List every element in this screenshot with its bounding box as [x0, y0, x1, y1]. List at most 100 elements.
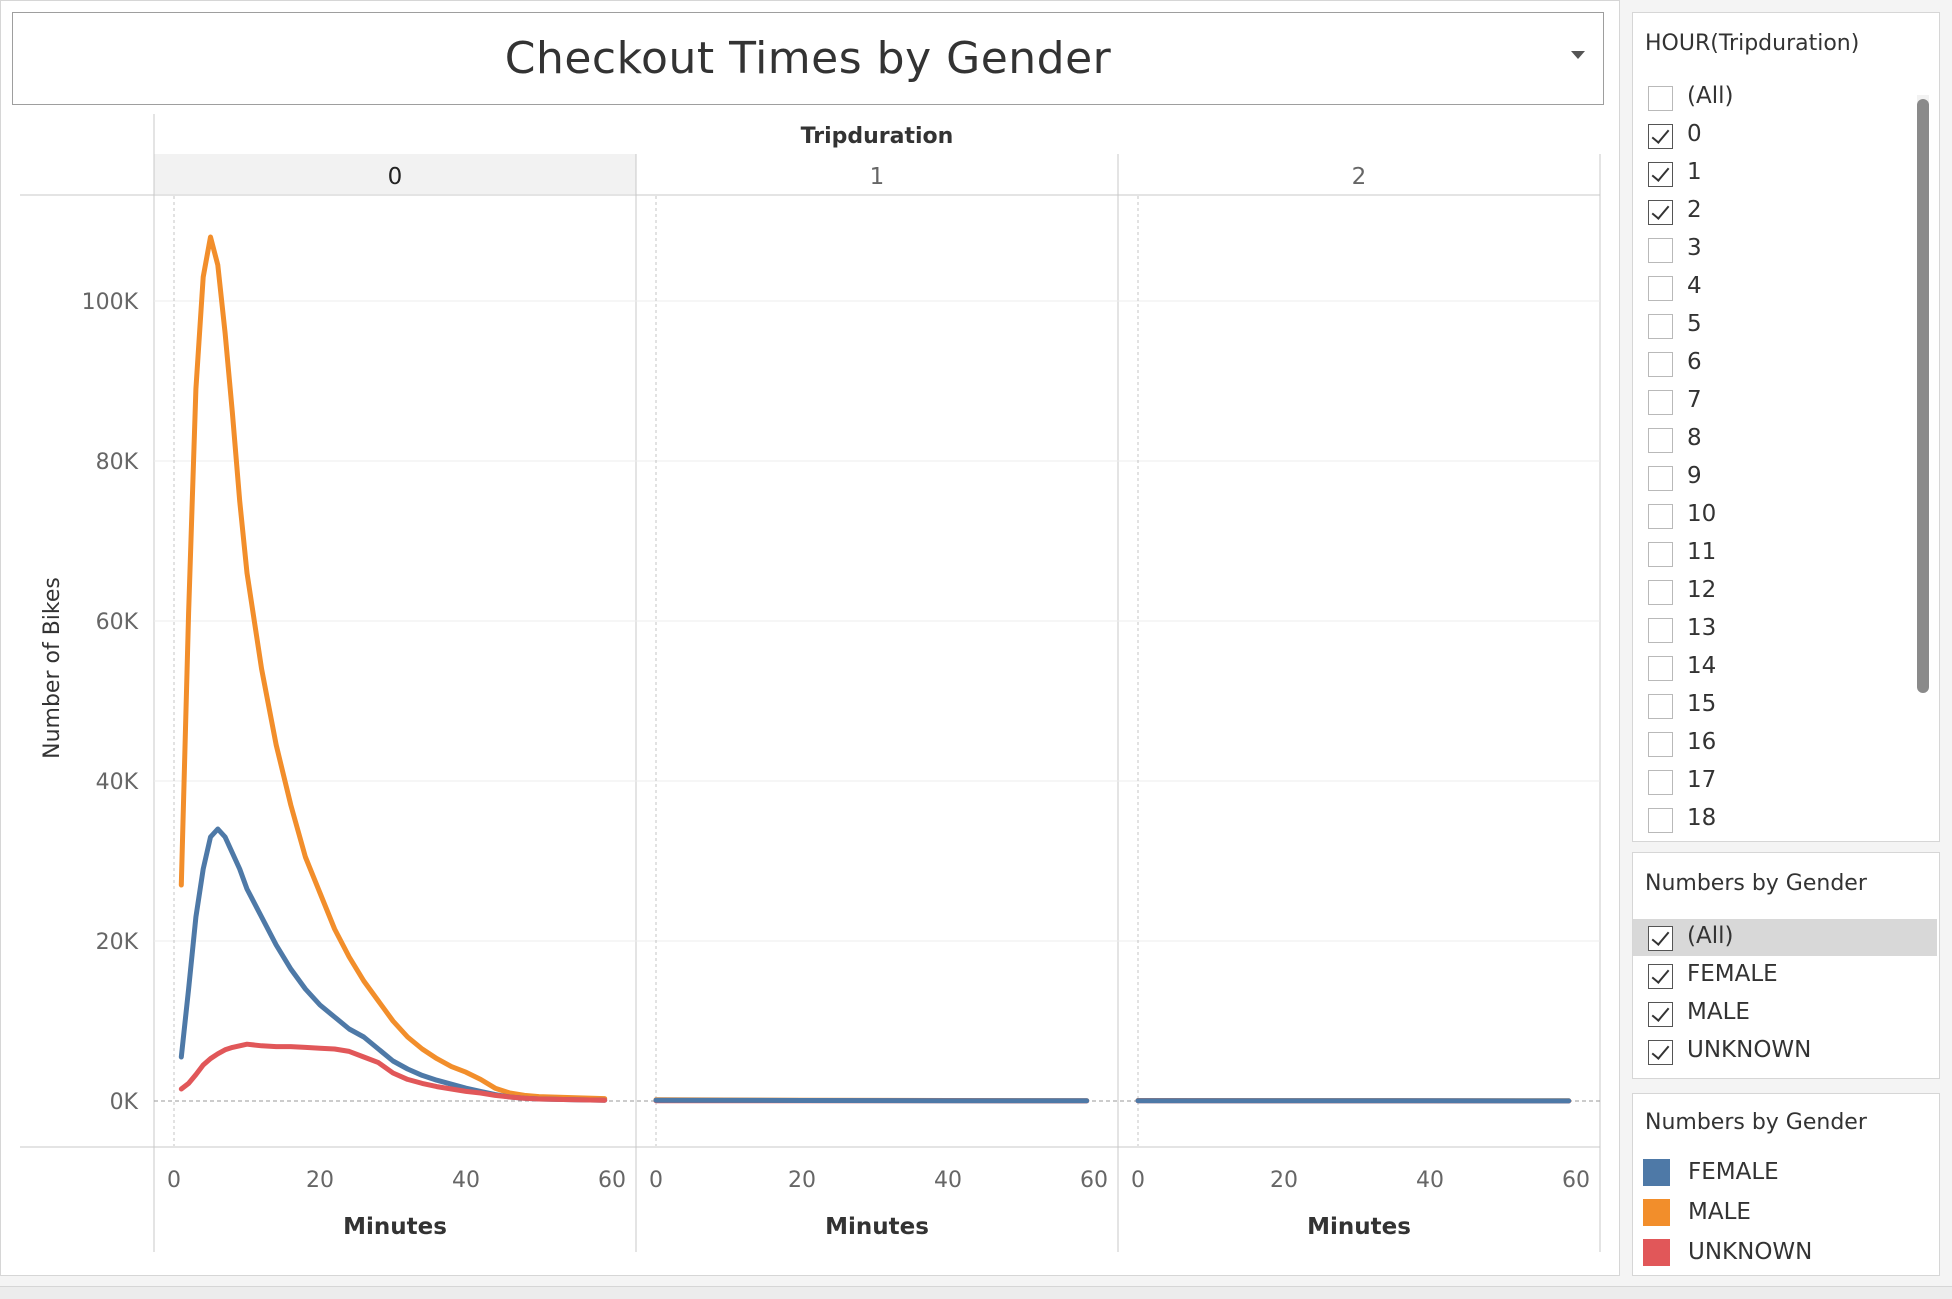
x-tick-label: 40 — [452, 1168, 480, 1193]
gender-filter-checkbox[interactable] — [1648, 926, 1673, 951]
gender-filter-option-label: MALE — [1687, 999, 1750, 1025]
hour-filter-option-label: 11 — [1687, 539, 1716, 565]
y-tick-label: 80K — [96, 450, 139, 475]
x-axis-label: Minutes — [1307, 1214, 1411, 1240]
hour-filter-option-label: 6 — [1687, 349, 1702, 375]
hour-filter-option-label: 18 — [1687, 805, 1716, 831]
column-header-label: Tripduration — [801, 124, 954, 149]
series-line-male-panel-0 — [181, 237, 604, 1099]
x-tick-label: 60 — [598, 1168, 626, 1193]
hour-filter-checkbox[interactable] — [1648, 86, 1673, 111]
hour-filter-option[interactable]: 0 — [1633, 117, 1937, 154]
hour-filter-option[interactable]: (All) — [1633, 79, 1937, 116]
hour-filter-option-label: 5 — [1687, 311, 1702, 337]
hour-filter-option[interactable]: 8 — [1633, 421, 1937, 458]
hour-filter-option[interactable]: 6 — [1633, 345, 1937, 382]
y-tick-label: 60K — [96, 610, 139, 635]
hour-filter-option-label: 7 — [1687, 387, 1702, 413]
hour-filter-checkbox[interactable] — [1648, 656, 1673, 681]
legend-item-label: MALE — [1688, 1199, 1751, 1225]
hour-filter-option[interactable]: 1 — [1633, 155, 1937, 192]
hour-filter-option-label: 3 — [1687, 235, 1702, 261]
hour-filter-title: HOUR(Tripduration) — [1645, 31, 1859, 56]
hour-filter-option-label: 2 — [1687, 197, 1702, 223]
hour-filter-option-label: 15 — [1687, 691, 1716, 717]
hour-filter-option[interactable]: 9 — [1633, 459, 1937, 496]
hour-filter-checkbox[interactable] — [1648, 428, 1673, 453]
hour-filter-option[interactable]: 2 — [1633, 193, 1937, 230]
x-tick-label: 40 — [934, 1168, 962, 1193]
hour-filter-option[interactable]: 18 — [1633, 801, 1937, 838]
series-line-unknown-panel-0 — [181, 1044, 604, 1100]
sheet-tab-strip — [0, 1286, 1952, 1299]
hour-filter-scrollbar[interactable] — [1917, 95, 1929, 685]
hour-filter-checkbox[interactable] — [1648, 580, 1673, 605]
hour-filter-checkbox[interactable] — [1648, 466, 1673, 491]
gender-filter-option[interactable]: (All) — [1633, 919, 1937, 956]
hour-filter-option-label: 9 — [1687, 463, 1702, 489]
hour-filter-checkbox[interactable] — [1648, 808, 1673, 833]
hour-filter-option[interactable]: 10 — [1633, 497, 1937, 534]
x-tick-label: 60 — [1080, 1168, 1108, 1193]
gender-filter-option[interactable]: MALE — [1633, 995, 1937, 1032]
legend-swatch — [1643, 1239, 1670, 1266]
hour-filter-option[interactable]: 3 — [1633, 231, 1937, 268]
series-line-female-panel-1 — [656, 1100, 1087, 1101]
legend-item-label: FEMALE — [1688, 1159, 1779, 1185]
hour-filter-option[interactable]: 11 — [1633, 535, 1937, 572]
hour-filter-checkbox[interactable] — [1648, 770, 1673, 795]
x-tick-label: 20 — [1270, 1168, 1298, 1193]
hour-filter-option-label: 13 — [1687, 615, 1716, 641]
x-tick-label: 40 — [1416, 1168, 1444, 1193]
hour-filter-checkbox[interactable] — [1648, 162, 1673, 187]
hour-filter-checkbox[interactable] — [1648, 694, 1673, 719]
hour-filter-option[interactable]: 13 — [1633, 611, 1937, 648]
hour-filter-checkbox[interactable] — [1648, 732, 1673, 757]
y-tick-label: 0K — [110, 1090, 139, 1115]
hour-filter-checkbox[interactable] — [1648, 124, 1673, 149]
hour-filter-option-label: 16 — [1687, 729, 1716, 755]
x-tick-label: 60 — [1562, 1168, 1590, 1193]
hour-filter-checkbox[interactable] — [1648, 504, 1673, 529]
legend-swatch — [1643, 1159, 1670, 1186]
hour-filter-option-label: 8 — [1687, 425, 1702, 451]
hour-filter-option[interactable]: 5 — [1633, 307, 1937, 344]
hour-filter-option-label: 0 — [1687, 121, 1702, 147]
hour-filter-option[interactable]: 16 — [1633, 725, 1937, 762]
y-tick-label: 20K — [96, 930, 139, 955]
hour-filter-checkbox[interactable] — [1648, 200, 1673, 225]
hour-filter-option[interactable]: 17 — [1633, 763, 1937, 800]
hour-filter-checkbox[interactable] — [1648, 352, 1673, 377]
series-line-female-panel-0 — [181, 829, 604, 1100]
hour-filter-checkbox[interactable] — [1648, 618, 1673, 643]
hour-filter-checkbox[interactable] — [1648, 542, 1673, 567]
gender-filter-checkbox[interactable] — [1648, 1002, 1673, 1027]
gender-filter-checkbox[interactable] — [1648, 1040, 1673, 1065]
hour-filter-option[interactable]: 12 — [1633, 573, 1937, 610]
hour-filter-checkbox[interactable] — [1648, 390, 1673, 415]
gender-filter-checkbox[interactable] — [1648, 964, 1673, 989]
x-axis-label: Minutes — [825, 1214, 929, 1240]
gender-filter-option[interactable]: UNKNOWN — [1633, 1033, 1937, 1070]
legend-item-label: UNKNOWN — [1688, 1239, 1812, 1265]
scrollbar-thumb[interactable] — [1917, 99, 1929, 693]
hour-filter-option[interactable]: 15 — [1633, 687, 1937, 724]
panel-label: 0 — [388, 164, 403, 190]
panel-label: 2 — [1352, 164, 1367, 190]
gender-filter-option[interactable]: FEMALE — [1633, 957, 1937, 994]
hour-filter-option[interactable]: 14 — [1633, 649, 1937, 686]
x-tick-label: 20 — [306, 1168, 334, 1193]
hour-filter-checkbox[interactable] — [1648, 276, 1673, 301]
x-tick-label: 0 — [1131, 1168, 1145, 1193]
hour-filter-option[interactable]: 7 — [1633, 383, 1937, 420]
hour-filter-checkbox[interactable] — [1648, 238, 1673, 263]
x-tick-label: 20 — [788, 1168, 816, 1193]
hour-filter-option-label: 10 — [1687, 501, 1716, 527]
legend-title: Numbers by Gender — [1645, 1110, 1867, 1135]
hour-filter-checkbox[interactable] — [1648, 314, 1673, 339]
hour-filter-option[interactable]: 4 — [1633, 269, 1937, 306]
